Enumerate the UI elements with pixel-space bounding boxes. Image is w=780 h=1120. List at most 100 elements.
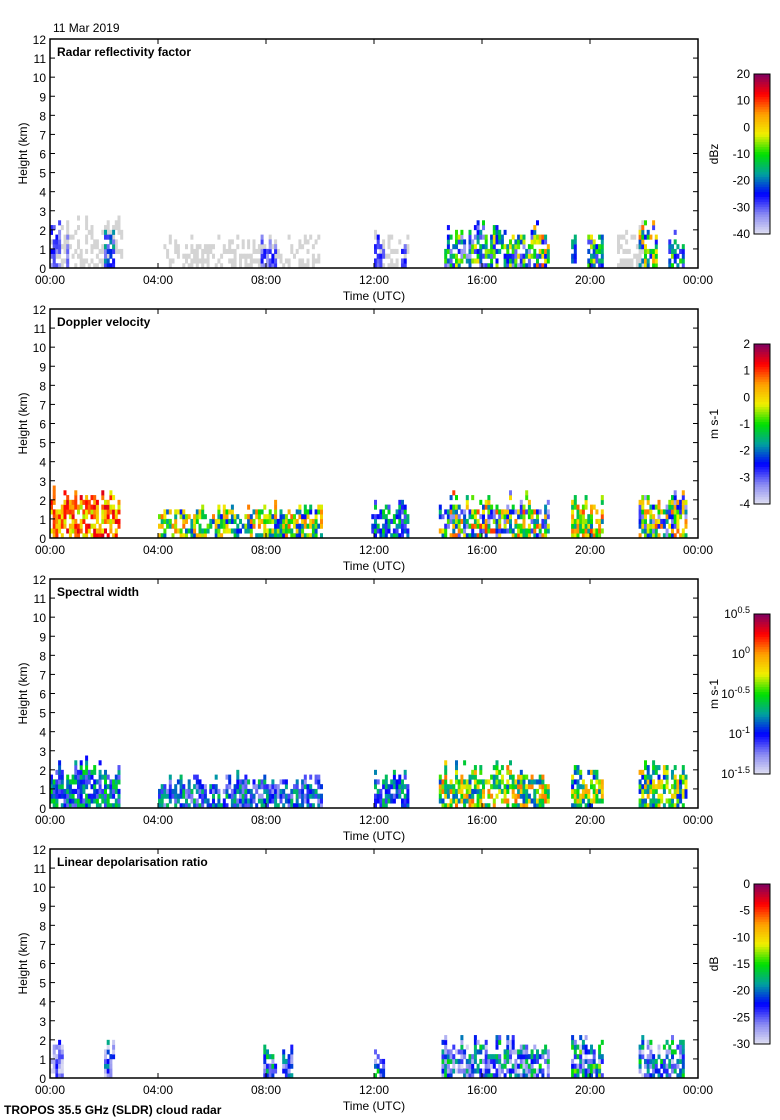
radar-pixel [77,244,80,250]
radar-pixel [195,263,199,269]
radar-pixel [660,518,664,524]
radar-pixel [306,798,310,804]
radar-pixel [573,495,577,501]
radar-pixel [468,253,472,259]
radar-pixel [106,220,110,226]
radar-pixel [79,760,83,766]
radar-pixel [492,248,496,254]
radar-pixel [452,504,456,510]
radar-pixel [374,263,377,269]
radar-pixel [406,248,410,254]
radar-pixel [160,514,164,520]
radar-pixel [63,499,67,505]
colorbar-cell [754,431,770,435]
colorbar-cell [754,99,770,102]
radar-pixel [90,229,94,235]
radar-pixel [201,803,205,809]
radar-pixel [198,533,202,539]
radar-pixel [249,518,253,524]
radar-pixel [260,239,264,245]
radar-pixel [166,509,170,515]
radar-pixel [104,788,107,794]
colorbar-cell [754,999,770,1002]
radar-pixel [455,504,458,510]
radar-pixel [306,263,310,269]
radar-pixel [58,229,62,235]
radar-pixel [581,514,585,520]
radar-pixel [225,788,229,794]
radar-pixel [271,784,275,790]
radar-pixel [201,788,205,794]
radar-pixel [519,779,523,785]
radar-pixel [662,765,666,771]
radar-pixel [58,1054,62,1060]
radar-pixel [595,533,599,539]
radar-pixel [50,263,53,269]
radar-pixel [592,798,596,804]
radar-pixel [536,803,539,809]
radar-pixel [600,253,604,259]
radar-pixel [117,793,121,799]
radar-pixel [576,533,580,539]
radar-pixel [60,258,64,264]
radar-pixel [392,514,396,520]
radar-pixel [452,244,456,250]
radar-pixel [317,253,321,259]
radar-pixel [527,504,531,510]
radar-pixel [282,533,286,539]
radar-pixel [641,518,645,524]
radar-pixel [109,784,113,790]
radar-pixel [668,258,672,264]
radar-pixel [587,1049,591,1055]
colorbar-tick-label: 10 [737,94,751,108]
radar-pixel [309,509,313,515]
radar-pixel [584,1068,588,1074]
colorbar-cell [754,971,770,975]
radar-pixel [590,1044,593,1050]
radar-pixel [274,528,278,534]
radar-pixel [298,533,302,539]
radar-pixel [63,798,67,804]
radar-pixel [595,248,599,254]
radar-pixel [579,784,583,790]
radar-pixel [649,1054,653,1060]
radar-pixel [120,229,124,235]
radar-pixel [509,774,512,780]
radar-pixel [654,248,658,254]
radar-pixel [638,1063,642,1069]
radar-pixel [538,793,542,799]
radar-pixel [266,1063,269,1069]
radar-pixel [114,514,118,520]
radar-pixel [255,784,259,790]
radar-pixel [85,765,89,771]
radar-pixel [465,1058,469,1064]
y-tick-label: 10 [33,71,47,85]
radar-pixel [50,779,53,785]
y-tick-label: 6 [39,148,46,162]
radar-pixel [522,523,526,529]
radar-pixel [271,528,275,534]
y-axis-label: Height (km) [16,662,30,724]
radar-pixel [517,533,521,539]
radar-pixel [468,509,472,515]
radar-pixel [473,258,477,264]
radar-pixel [479,499,483,505]
radar-pixel [598,263,602,269]
radar-pixel [441,1049,445,1055]
radar-pixel [495,1054,499,1060]
radar-pixel [587,793,591,799]
radar-pixel [206,244,210,250]
radar-pixel [657,1054,661,1060]
colorbar-cell [754,974,770,977]
radar-pixel [190,248,194,254]
radar-pixel [538,234,542,240]
colorbar-cell [754,994,770,997]
colorbar-cell [754,81,770,85]
radar-pixel [52,793,56,799]
radar-pixel [384,533,388,539]
radar-pixel [79,769,83,775]
radar-pixel [441,533,445,539]
radar-pixel [533,253,537,259]
radar-pixel [77,779,80,785]
radar-pixel [320,518,323,524]
